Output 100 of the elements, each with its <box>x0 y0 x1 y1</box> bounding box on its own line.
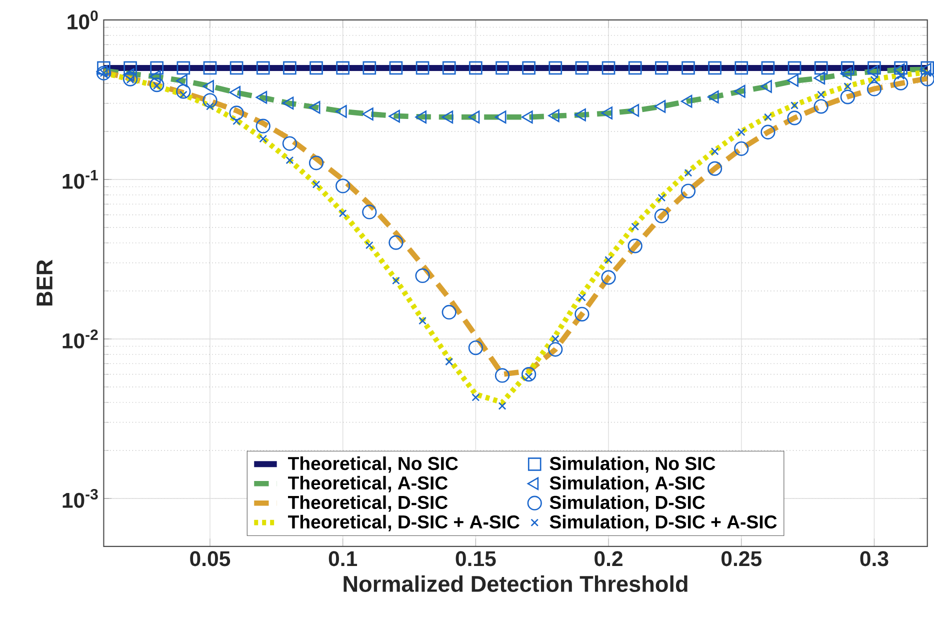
point <box>176 84 191 99</box>
point <box>336 61 350 74</box>
point <box>870 76 878 84</box>
point <box>496 61 509 74</box>
point <box>97 61 110 74</box>
point <box>256 90 268 104</box>
point <box>760 80 772 93</box>
point <box>734 141 749 156</box>
point <box>787 74 799 87</box>
legend-label: Simulation, D-SIC <box>550 495 705 512</box>
point <box>522 366 536 382</box>
point <box>522 110 533 124</box>
point <box>707 90 719 104</box>
legend-label: Theoretical, D-SIC <box>288 495 448 512</box>
point <box>336 178 350 194</box>
y-tick-label: 10$^{-3}$ <box>62 488 98 508</box>
point <box>764 113 772 121</box>
point <box>202 92 218 108</box>
point <box>256 61 270 74</box>
point <box>578 293 586 302</box>
point <box>682 61 695 74</box>
y-tick-label: 10$^{0}$ <box>68 10 98 30</box>
x-tick-label: 0.1 <box>328 551 358 566</box>
point <box>708 61 722 74</box>
point <box>312 180 320 188</box>
point <box>817 90 826 99</box>
point <box>655 61 668 74</box>
point <box>468 340 483 355</box>
point <box>415 268 430 283</box>
point <box>575 61 589 74</box>
point <box>787 110 802 126</box>
point <box>442 61 456 74</box>
point <box>920 61 934 74</box>
point <box>734 61 748 74</box>
point <box>229 106 244 120</box>
point <box>680 94 692 108</box>
point <box>760 124 776 140</box>
point <box>574 306 590 322</box>
point <box>814 98 828 114</box>
point <box>761 61 775 74</box>
point <box>522 61 536 74</box>
point <box>548 342 563 357</box>
legend-label: Simulation, No SIC <box>550 456 716 473</box>
point <box>628 238 642 254</box>
point <box>654 208 669 224</box>
point <box>282 136 298 151</box>
point <box>680 184 696 198</box>
point <box>894 61 908 74</box>
point <box>362 204 377 220</box>
point <box>654 100 666 113</box>
point <box>737 128 746 136</box>
point <box>203 61 217 74</box>
x-tick-label: 0.15 <box>456 551 496 566</box>
point <box>472 393 480 402</box>
point <box>866 82 882 96</box>
point <box>232 117 241 125</box>
point <box>893 63 905 76</box>
point <box>631 222 640 230</box>
point <box>286 156 294 164</box>
point <box>710 147 719 156</box>
point <box>602 61 616 74</box>
x-tick-label: 0.3 <box>860 551 888 566</box>
point <box>844 82 852 90</box>
point <box>388 235 404 250</box>
point <box>365 241 374 250</box>
legend-label: Theoretical, D-SIC + A-SIC <box>288 514 520 532</box>
point <box>814 61 828 74</box>
point <box>734 84 746 98</box>
legend-label: Theoretical, A-SIC <box>288 476 448 492</box>
point <box>256 118 270 134</box>
point <box>684 168 692 177</box>
point <box>259 134 268 143</box>
point <box>707 161 722 176</box>
point <box>392 276 400 284</box>
point <box>230 61 244 74</box>
point <box>338 209 347 218</box>
point <box>498 402 506 410</box>
point <box>551 334 560 343</box>
x-axis-title: Normalized Detection Threshold <box>344 575 688 592</box>
point <box>574 108 586 122</box>
point <box>362 61 376 74</box>
x-tick-label: 0.25 <box>722 551 762 566</box>
point <box>866 64 878 78</box>
point <box>893 76 908 90</box>
y-axis-title: BER <box>36 260 52 306</box>
point <box>336 104 347 118</box>
point <box>442 304 456 320</box>
point <box>548 61 562 74</box>
point <box>628 61 642 74</box>
point <box>206 102 214 110</box>
point <box>814 72 826 84</box>
point <box>176 61 190 74</box>
point <box>868 61 881 74</box>
x-tick-label: 0.2 <box>594 551 622 566</box>
point <box>415 110 427 124</box>
point <box>229 86 241 99</box>
point <box>840 90 855 104</box>
point <box>604 256 612 264</box>
point <box>920 72 934 86</box>
y-tick-label: 10$^{-1}$ <box>62 170 98 189</box>
